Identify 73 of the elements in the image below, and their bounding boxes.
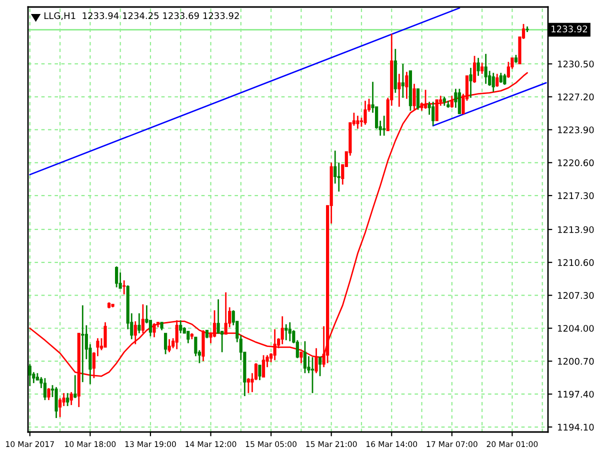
y-tick-label: 1200.70 — [558, 358, 594, 365]
candlestick — [168, 338, 171, 353]
candlestick — [356, 115, 360, 130]
candlestick — [28, 363, 32, 387]
candlestick — [424, 89, 428, 110]
candlestick — [318, 356, 322, 377]
candlestick — [435, 99, 438, 122]
candlestick — [43, 377, 47, 401]
candlestick — [506, 61, 510, 79]
candlestick — [262, 354, 266, 378]
y-tick-label: 1217.30 — [558, 192, 594, 200]
candlestick — [412, 83, 416, 110]
candlestick — [70, 391, 73, 406]
candlestick — [186, 330, 190, 344]
candlestick — [476, 57, 480, 77]
candlestick — [484, 53, 488, 85]
candlestick — [499, 72, 502, 84]
y-tick-label: 1204.00 — [558, 324, 594, 332]
candlestick — [288, 322, 292, 342]
y-tick-label: 1210.60 — [558, 259, 594, 266]
candlestick — [104, 322, 107, 348]
y-tick-label: 1227.20 — [558, 94, 594, 100]
candlestick — [152, 322, 156, 338]
y-tick-label: 1194.10 — [558, 424, 594, 431]
y-tick-label: 1207.30 — [558, 292, 594, 299]
candlestick — [115, 266, 118, 288]
candlestick — [364, 100, 367, 126]
candlestick — [54, 386, 58, 419]
candlestick — [141, 304, 144, 334]
candlestick — [469, 67, 472, 98]
candlestick — [284, 324, 288, 341]
candlestick — [122, 280, 126, 296]
candlestick — [401, 63, 404, 98]
ref-line-label: 1233.92 — [552, 26, 588, 32]
candlestick — [66, 392, 70, 407]
candlestick — [432, 101, 435, 126]
candlestick — [300, 351, 303, 364]
candlestick — [405, 71, 408, 100]
candlestick — [492, 72, 495, 92]
candlestick — [194, 336, 198, 357]
candlestick — [480, 62, 484, 75]
y-tick-label: 1230.50 — [558, 60, 594, 68]
y-tick-label: 1223.90 — [558, 126, 594, 134]
candlestick — [47, 387, 50, 401]
candlestick — [314, 348, 318, 374]
candlestick — [81, 304, 84, 383]
candlestick — [58, 397, 62, 418]
y-tick-label: 1213.90 — [558, 226, 594, 234]
candlestick — [246, 377, 250, 394]
candlestick — [273, 328, 276, 361]
candlestick — [138, 312, 141, 334]
candlestick — [472, 55, 476, 84]
y-tick-label: 1220.60 — [558, 159, 594, 166]
candlestick — [134, 320, 137, 345]
candlestick — [496, 73, 499, 88]
candlestick — [164, 332, 168, 355]
candlestick — [258, 364, 262, 381]
candlestick — [382, 115, 386, 136]
candlestick — [450, 95, 454, 108]
candlestick — [416, 88, 420, 110]
candlestick — [216, 298, 220, 334]
candlestick — [398, 73, 401, 108]
candlestick — [224, 292, 228, 335]
candlestick — [503, 73, 506, 86]
candlestick — [310, 356, 314, 394]
candlestick — [175, 320, 178, 350]
candlestick — [303, 340, 307, 374]
y-tick-label: 1197.40 — [558, 390, 594, 398]
candlestick — [458, 88, 461, 114]
candlestick — [179, 320, 182, 334]
text: LLG,H1 1233.94 1234.25 1233.69 1233.92 — [44, 12, 239, 20]
candlestick — [280, 316, 284, 345]
candlestick — [74, 374, 77, 399]
